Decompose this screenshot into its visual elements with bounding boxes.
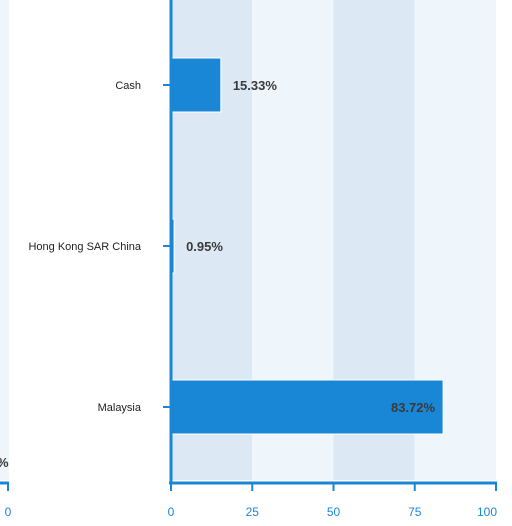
- x-tick-label: 25: [246, 505, 260, 519]
- category-label: Cash: [115, 80, 141, 92]
- data-label: 0.95%: [186, 239, 223, 254]
- x-tick-label: 100: [477, 505, 497, 519]
- data-label: 15.33%: [233, 78, 278, 93]
- x-tick-label: 75: [408, 505, 422, 519]
- grid-bands: [171, 0, 496, 480]
- left-x-tick-label: 0: [5, 505, 12, 519]
- bars: [168, 57, 444, 435]
- category-label: Malaysia: [98, 402, 142, 414]
- category-label: Hong Kong SAR China: [28, 241, 141, 253]
- data-labels: 15.33% 0.95% 83.72%: [186, 78, 435, 415]
- bar: [168, 57, 222, 113]
- axes: [163, 0, 497, 491]
- left-data-label-fragment: %: [0, 455, 9, 470]
- data-label: 83.72%: [391, 400, 436, 415]
- left-plot-background: [0, 0, 9, 480]
- x-tick-labels: 0 25 50 75 100: [168, 505, 498, 519]
- x-tick-label: 0: [168, 505, 175, 519]
- cropped-neighbor-chart: 0 %: [0, 0, 12, 519]
- category-labels: Cash Hong Kong SAR China Malaysia: [28, 80, 141, 414]
- x-tick-label: 50: [327, 505, 341, 519]
